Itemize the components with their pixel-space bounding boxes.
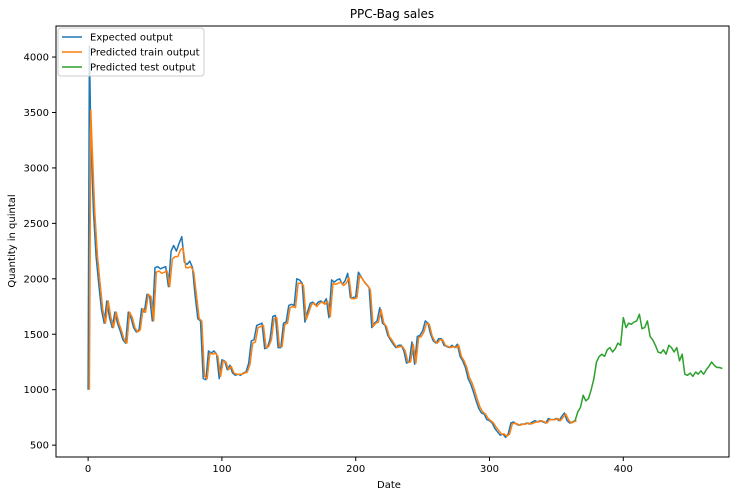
x-tick-label: 100: [212, 464, 231, 475]
series-line-2: [88, 109, 577, 438]
legend-label-3: Predicted test output: [90, 63, 196, 74]
x-tick-label: 0: [85, 464, 91, 475]
x-axis-label: Date: [377, 480, 401, 491]
series-line-1: [87, 45, 576, 439]
y-tick-label: 4000: [24, 53, 49, 64]
x-tick-label: 300: [480, 464, 499, 475]
x-tick-label: 400: [614, 464, 633, 475]
legend: Expected output Predicted train output Pre…: [57, 27, 205, 77]
legend-box: [57, 27, 205, 77]
y-tick-label: 500: [30, 441, 49, 452]
y-tick-label: 2500: [24, 219, 49, 230]
series-line-3: [574, 313, 723, 421]
axes-frame: [55, 25, 730, 458]
y-tick-label: 3000: [24, 163, 49, 174]
x-tick-label: 200: [346, 464, 365, 475]
y-axis-label: Quantity in quintal: [7, 194, 18, 287]
y-tick-label: 1500: [24, 330, 49, 341]
y-tick-label: 2000: [24, 274, 49, 285]
legend-label-2: Predicted train output: [90, 48, 200, 59]
y-tick-label: 1000: [24, 385, 49, 396]
legend-label-1: Expected output: [90, 33, 173, 44]
chart-title: PPC-Bag sales: [350, 7, 434, 21]
y-tick-label: 3500: [24, 108, 49, 119]
axis-ticks: 0 100 200 300 400 500 1000 1500 2000 2500 3000 3500…: [24, 53, 633, 475]
plot-area: [87, 45, 723, 439]
